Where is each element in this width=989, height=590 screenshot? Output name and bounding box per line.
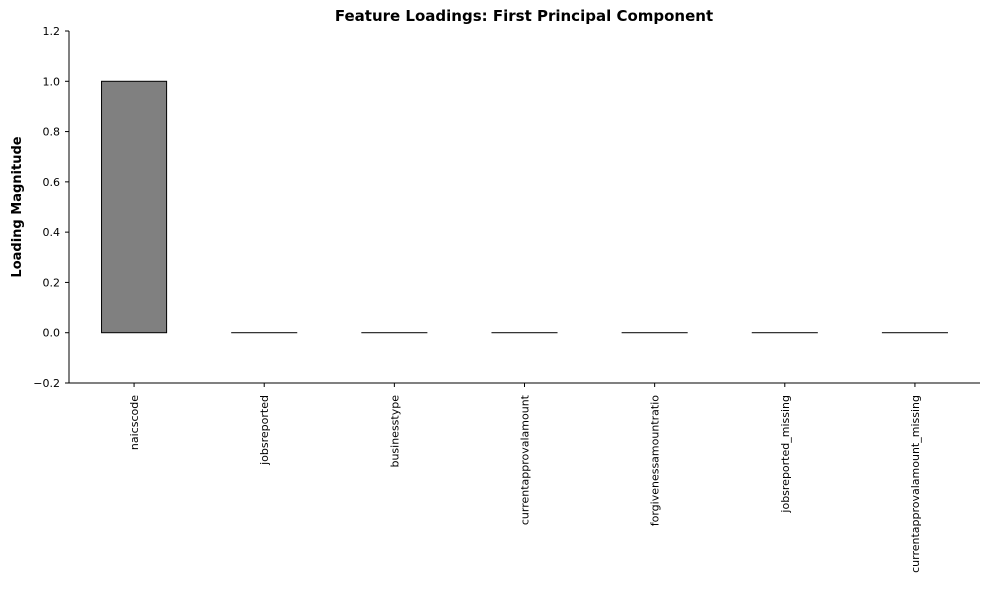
y-tick-label: 0.4 <box>43 226 61 239</box>
y-axis-label: Loading Magnitude <box>10 136 25 277</box>
x-tick-label: jobsreported_missing <box>779 395 792 514</box>
x-tick-label: forgivenessamountratio <box>649 395 662 527</box>
y-tick-label: 0.2 <box>43 276 61 289</box>
x-tick-label: businesstype <box>388 395 401 468</box>
y-tick-label: 0.6 <box>43 176 61 189</box>
y-tick-label: 0.8 <box>43 126 61 139</box>
bar <box>101 80 168 334</box>
y-tick-label: 1.2 <box>43 25 61 38</box>
x-tick-label: jobsreported <box>258 395 271 466</box>
x-tick-label: currentapprovalamount <box>519 394 532 525</box>
y-tick-label: 1.0 <box>43 75 61 88</box>
x-tick-label: currentapprovalamount_missing <box>909 395 922 573</box>
chart-title: Feature Loadings: First Principal Compon… <box>335 7 713 25</box>
x-tick-label: naicscode <box>128 395 141 450</box>
y-tick-label: 0.0 <box>43 327 61 340</box>
y-tick-label: −0.2 <box>33 377 60 390</box>
plot-area: −0.2 0.0 0.2 0.4 0.6 0.8 1.0 1.2 naicscode jobsre… <box>33 25 980 573</box>
